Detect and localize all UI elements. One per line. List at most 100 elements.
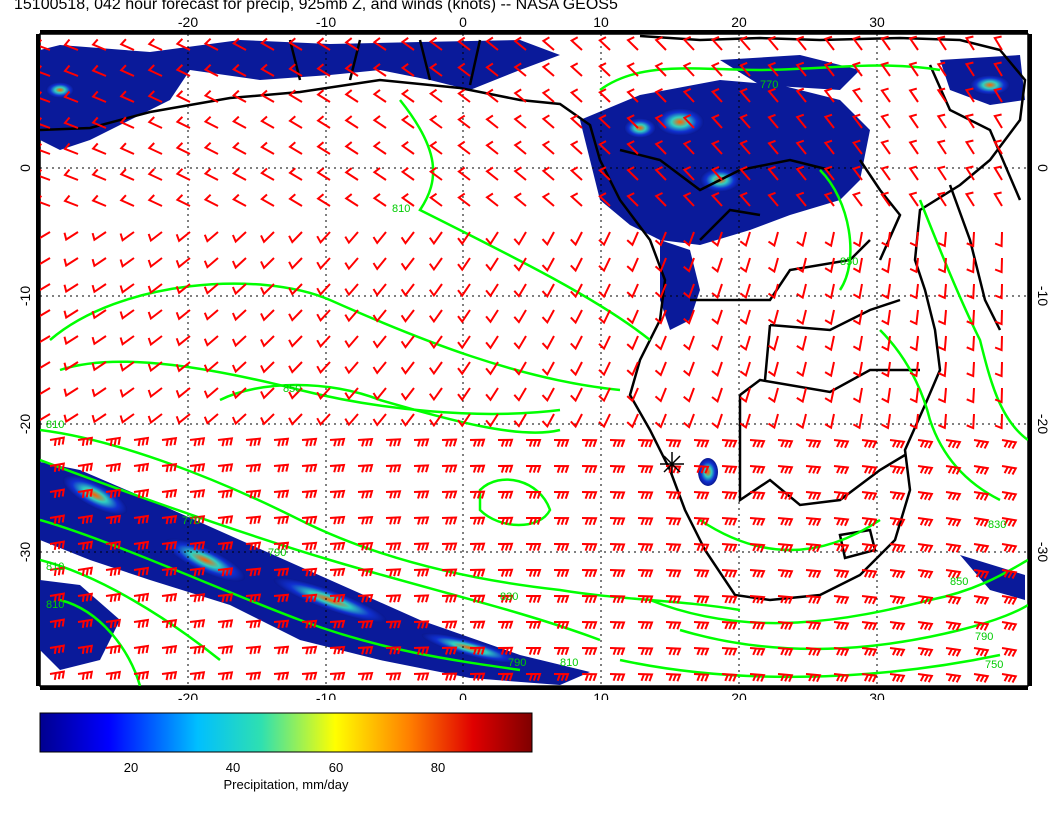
wind-barb — [795, 61, 807, 77]
wind-barb — [344, 167, 359, 181]
wind-barb — [288, 63, 303, 77]
wind-barb — [232, 167, 247, 181]
colorbar-tick: 60 — [329, 760, 343, 775]
wind-barb — [581, 647, 598, 656]
wind-barb — [161, 671, 178, 681]
wind-barb — [260, 257, 275, 270]
wind-barb — [428, 140, 443, 155]
wind-barb — [880, 61, 891, 77]
wind-barb — [598, 166, 611, 181]
lat-tick-right: -20 — [1035, 414, 1051, 434]
wind-barb — [316, 167, 331, 181]
wind-barb — [721, 543, 738, 552]
wind-barb — [203, 335, 219, 347]
wind-barb — [833, 491, 850, 501]
contour-label: 810 — [46, 561, 64, 573]
wind-barb — [329, 593, 346, 603]
wind-barb — [513, 114, 527, 129]
wind-barb — [637, 517, 654, 526]
wind-barb — [609, 543, 626, 552]
wind-barb — [147, 335, 163, 347]
wind-barb — [683, 335, 695, 351]
contour-label: 790 — [975, 631, 993, 643]
wind-barb — [964, 87, 975, 103]
wind-barb — [245, 619, 262, 629]
wind-barb — [908, 113, 919, 129]
wind-barb — [693, 543, 710, 552]
wind-barb — [316, 387, 331, 400]
wind-barb — [372, 141, 387, 155]
contour-label: 770 — [182, 515, 200, 527]
wind-barb — [428, 413, 443, 428]
wind-barb — [598, 309, 611, 325]
wind-barb — [245, 593, 262, 603]
wind-barb — [344, 361, 359, 375]
wind-barb — [301, 619, 318, 629]
wind-barb — [441, 568, 458, 577]
wind-barb — [441, 620, 458, 629]
wind-barb — [428, 335, 443, 350]
wind-barb — [993, 61, 1003, 77]
station-marker — [660, 452, 684, 476]
wind-barb — [993, 35, 1003, 51]
colorbar-gradient — [39, 712, 533, 753]
wind-barb — [441, 464, 458, 473]
wind-barb — [260, 193, 275, 207]
wind-barb — [217, 645, 234, 655]
wind-barb — [833, 569, 850, 579]
wind-barb — [710, 61, 723, 77]
wind-barb — [609, 517, 626, 526]
wind-barb — [917, 543, 934, 553]
wind-barb — [63, 142, 79, 155]
wind-barb — [917, 439, 934, 449]
wind-barb — [777, 647, 794, 657]
wind-barb — [457, 88, 471, 103]
wind-barb — [823, 139, 835, 155]
wind-barb — [457, 114, 471, 129]
lon-labels-bottom: -20 -10 0 10 20 30 — [178, 690, 885, 700]
wind-barb — [749, 517, 766, 526]
wind-barb — [119, 257, 135, 268]
wind-barb — [936, 165, 947, 181]
wind-barb — [428, 36, 443, 51]
wind-barb — [217, 541, 234, 551]
wind-barb — [721, 647, 738, 656]
wind-barb — [316, 37, 331, 51]
wind-barb — [260, 63, 275, 77]
wind-barb — [428, 387, 443, 402]
wind-barb — [457, 283, 471, 298]
wind-barb — [428, 88, 443, 103]
wind-barb — [133, 540, 150, 551]
wind-barb — [581, 491, 598, 500]
wind-barb — [497, 620, 514, 629]
lon-tick-top: 0 — [459, 14, 467, 30]
wind-barb — [49, 670, 66, 681]
wind-barb — [609, 491, 626, 500]
wind-barb — [526, 465, 542, 473]
wind-barb — [231, 309, 247, 322]
wind-barb — [917, 465, 934, 475]
wind-barb — [485, 335, 499, 350]
wind-barb — [581, 569, 598, 578]
wind-barb — [541, 88, 555, 103]
wind-barb — [909, 387, 919, 404]
wind-barb — [77, 462, 94, 473]
wind-barb — [710, 191, 723, 207]
wind-barb — [823, 191, 835, 207]
wind-barb — [945, 647, 962, 657]
wind-barb — [796, 257, 807, 274]
wind-barb — [721, 491, 738, 500]
wind-barb — [385, 438, 402, 447]
wind-barb — [441, 516, 458, 525]
lon-tick-top: 20 — [731, 14, 747, 30]
wind-barb — [889, 517, 906, 527]
wind-barb — [569, 192, 583, 207]
wind-barb — [805, 517, 822, 527]
wind-barb — [749, 465, 766, 474]
wind-barb — [40, 39, 51, 51]
wind-barb — [937, 361, 947, 378]
wind-barb — [232, 141, 247, 155]
wind-barb — [654, 231, 667, 247]
wind-barb — [777, 491, 794, 501]
wind-barb — [1001, 673, 1018, 683]
